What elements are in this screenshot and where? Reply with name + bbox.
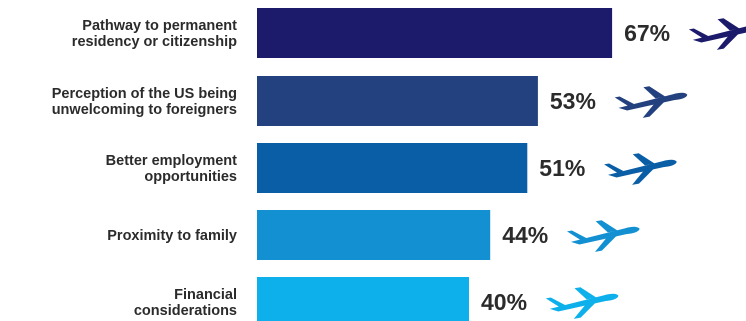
value-label-0: 67%: [624, 20, 670, 46]
airplane-icon-0: [688, 18, 746, 50]
bar-0: [257, 8, 613, 58]
category-label-1: Perception of the US being unwelcoming to…: [52, 86, 237, 118]
airplane-icon-3: [567, 220, 640, 252]
bar-1: [257, 76, 538, 126]
category-label-4: Financial considerations: [134, 287, 237, 319]
category-label-3: Proximity to family: [107, 228, 237, 244]
bar-3: [257, 210, 491, 260]
bar-2: [257, 143, 528, 193]
airplane-icon-1: [614, 86, 688, 118]
airplane-icon-4: [545, 287, 619, 319]
bars-group: Pathway to permanent residency or citizen…: [52, 8, 746, 321]
airplane-icon-2: [604, 153, 677, 185]
bar-4: [257, 277, 469, 321]
value-label-3: 44%: [502, 222, 548, 248]
category-label-2: Better employment opportunities: [106, 153, 238, 185]
value-label-4: 40%: [481, 289, 527, 315]
category-label-0: Pathway to permanent residency or citizen…: [72, 18, 237, 50]
value-label-2: 51%: [539, 155, 585, 181]
value-label-1: 53%: [550, 88, 596, 114]
